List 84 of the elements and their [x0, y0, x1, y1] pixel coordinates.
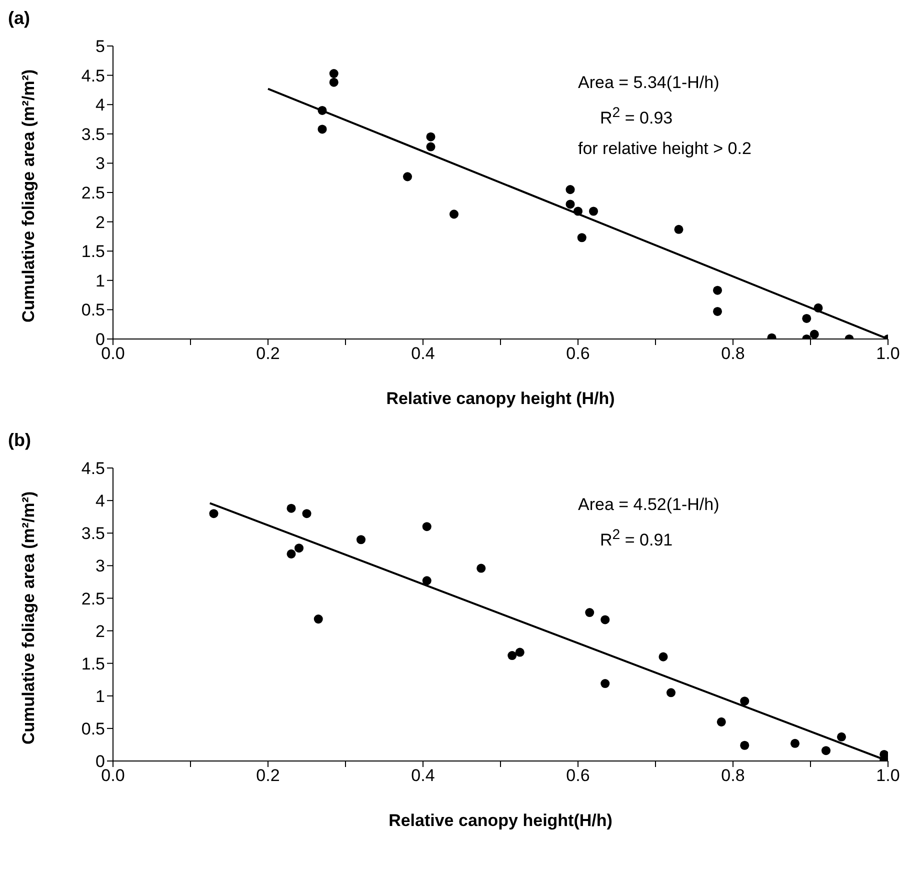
point — [318, 106, 327, 115]
point — [600, 679, 610, 688]
point — [658, 652, 668, 662]
y-tick-label: 1.5 — [81, 654, 105, 674]
y-axis-title: Cumulative foliage area (m²/m²) — [19, 69, 38, 322]
annotation: Area = 4.52(1-H/h) — [578, 494, 720, 516]
y-tick-label: 1 — [96, 271, 105, 290]
y-tick-label: 4 — [96, 492, 105, 511]
point — [712, 306, 722, 316]
point — [422, 576, 432, 586]
annotation: Area = 5.34(1-H/h) — [578, 72, 720, 94]
point — [566, 185, 575, 194]
y-tick-label: 4 — [96, 96, 105, 115]
y-tick-label: 3 — [96, 556, 105, 576]
y-tick-label: 2 — [96, 212, 105, 232]
point — [508, 651, 517, 660]
x-tick-label: 0.0 — [101, 344, 125, 364]
point — [294, 544, 304, 553]
x-tick-label: 0.0 — [101, 766, 125, 786]
y-tick-label: 2 — [96, 622, 105, 641]
point — [449, 210, 459, 219]
x-tick-label: 1.0 — [876, 766, 900, 786]
x-tick-label: 0.6 — [566, 766, 590, 786]
point — [356, 535, 366, 544]
point — [790, 738, 800, 748]
y-tick-label: 4.5 — [81, 66, 105, 86]
y-tick-label: 3 — [96, 154, 105, 174]
point — [329, 69, 338, 78]
chart-title: (b) — [8, 430, 31, 451]
point — [422, 522, 432, 532]
y-tick-label: 1.5 — [81, 242, 105, 262]
point — [286, 549, 296, 558]
x-tick-label: 0.2 — [256, 766, 280, 786]
point — [302, 509, 312, 518]
point — [814, 303, 823, 312]
y-tick-label: 0.5 — [81, 300, 105, 320]
y-tick-label: 2.5 — [81, 589, 105, 608]
y-tick-label: 0.5 — [81, 719, 105, 738]
x-axis-title: Relative canopy height (H/h) — [386, 389, 615, 408]
x-tick-label: 0.4 — [411, 766, 435, 786]
point — [588, 206, 598, 216]
point — [600, 615, 610, 624]
y-tick-label: 4.5 — [81, 459, 105, 478]
point — [402, 172, 412, 182]
y-tick-label: 3.5 — [81, 124, 105, 144]
point — [821, 746, 831, 756]
point — [329, 78, 338, 87]
point — [426, 132, 436, 142]
point — [810, 330, 819, 339]
y-axis-title: Cumulative foliage area (m²/m²) — [19, 491, 38, 744]
point — [573, 206, 583, 216]
x-tick-label: 0.2 — [256, 344, 280, 364]
annotation: R$^{2}$ = 0.93 — [599, 104, 674, 130]
point — [740, 740, 750, 750]
point — [740, 696, 750, 706]
point — [712, 286, 722, 295]
y-tick-label: 3.5 — [81, 524, 105, 544]
point — [286, 504, 296, 513]
x-tick-label: 0.4 — [411, 344, 435, 364]
x-axis-title: Relative canopy height(H/h) — [388, 811, 612, 830]
point — [314, 614, 323, 624]
x-tick-label: 0.8 — [721, 344, 745, 364]
point — [585, 608, 594, 618]
x-tick-label: 0.8 — [721, 766, 745, 786]
point — [577, 233, 586, 242]
annotation: for relative height > 0.2 — [578, 138, 752, 160]
y-tick-label: 5 — [96, 37, 105, 56]
point — [515, 648, 524, 657]
point — [802, 314, 812, 323]
point — [666, 688, 676, 698]
point — [426, 142, 436, 152]
x-tick-label: 1.0 — [876, 344, 900, 364]
point — [318, 124, 327, 134]
point — [674, 224, 684, 234]
chart-title: (a) — [8, 8, 30, 29]
point — [836, 732, 846, 742]
point — [209, 509, 218, 518]
point — [566, 200, 575, 209]
y-tick-label: 2.5 — [81, 184, 105, 203]
x-tick-label: 0.6 — [566, 344, 590, 364]
y-tick-label: 1 — [96, 686, 105, 706]
point — [716, 717, 726, 726]
point — [476, 564, 486, 573]
annotation: R$^{2}$ = 0.91 — [599, 526, 674, 552]
